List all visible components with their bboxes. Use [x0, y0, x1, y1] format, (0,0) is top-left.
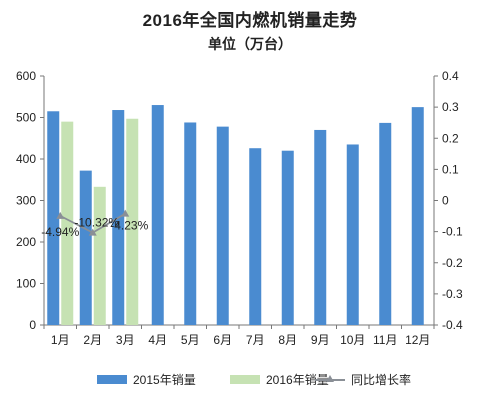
growth-marker [121, 209, 130, 217]
bar-2015 [216, 126, 229, 325]
y2-tick-label: -0.2 [442, 256, 463, 270]
growth-marker [56, 211, 65, 219]
y-tick-label: 300 [16, 194, 36, 208]
x-tick-label: 4月 [148, 333, 167, 347]
bar-2015 [346, 144, 359, 325]
legend-item-2015: 2015年销量 [97, 371, 196, 388]
y2-tick-label: 0.3 [442, 100, 459, 114]
y2-tick-label: -0.3 [442, 287, 463, 301]
x-tick-label: 6月 [213, 333, 232, 347]
y2-tick-label: 0.4 [442, 69, 459, 83]
chart-legend: 2015年销量 2016年销量 同比增长率 [0, 371, 500, 391]
bar-2015 [249, 148, 262, 325]
x-tick-label: 8月 [278, 333, 297, 347]
x-tick-label: 1月 [51, 333, 70, 347]
y-tick-label: 200 [16, 235, 36, 249]
growth-data-label: -4.23% [110, 219, 148, 233]
y-tick-label: 400 [16, 152, 36, 166]
y-tick-label: 100 [16, 277, 36, 291]
growth-data-label: -10.32% [74, 216, 119, 230]
bar-2015 [314, 129, 327, 325]
x-tick-label: 5月 [181, 333, 200, 347]
y2-tick-label: -0.4 [442, 318, 463, 332]
x-tick-label: 12月 [405, 333, 430, 347]
x-tick-label: 9月 [311, 333, 330, 347]
chart-subtitle: 单位（万台） [208, 36, 292, 52]
y2-tick-label: 0.1 [442, 162, 459, 176]
bar-2015 [47, 111, 60, 326]
bar-2015 [281, 150, 294, 325]
growth-data-label: -4.94% [41, 225, 79, 239]
y2-tick-label: -0.1 [442, 225, 463, 239]
x-tick-label: 10月 [340, 333, 365, 347]
bar-2015 [379, 122, 392, 326]
chart-title: 2016年全国内燃机销量走势 [142, 11, 358, 30]
bar-2016 [126, 118, 139, 326]
y-tick-label: 500 [16, 111, 36, 125]
bar-2015 [79, 170, 92, 325]
y2-tick-label: 0 [442, 194, 449, 208]
bar-2015 [151, 105, 164, 325]
bar-2015 [411, 107, 424, 325]
x-tick-label: 7月 [246, 333, 265, 347]
bar-2015 [184, 122, 197, 325]
legend-label-growth: 同比增长率 [351, 373, 412, 387]
growth-marker [88, 228, 97, 236]
legend-label-2015: 2015年销量 [133, 373, 196, 387]
y2-tick-label: 0.2 [442, 131, 459, 145]
y-tick-label: 600 [16, 69, 36, 83]
y-tick-label: 0 [29, 318, 36, 332]
legend-item-growth: 同比增长率 [315, 371, 411, 388]
legend-label-2016: 2016年销量 [266, 373, 329, 387]
x-tick-label: 3月 [116, 333, 135, 347]
legend-swatch-2015 [97, 375, 127, 384]
legend-swatch-growth [315, 375, 345, 384]
bar-2016 [61, 121, 74, 326]
x-tick-label: 2月 [83, 333, 102, 347]
bar-2016 [93, 186, 106, 325]
legend-swatch-2016 [230, 375, 260, 384]
legend-item-2016: 2016年销量 [230, 371, 329, 388]
x-tick-label: 11月 [373, 333, 397, 347]
